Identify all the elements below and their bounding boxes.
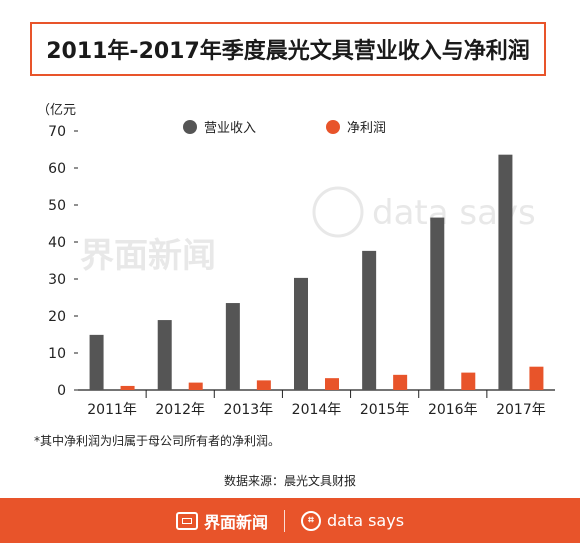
jiemian-logo-icon [175,511,198,530]
legend-revenue-label: 营业收入 [204,121,256,136]
footer-divider [283,509,285,532]
footer-brand-datasays: ⌗ data says [300,510,405,531]
legend-revenue-marker [183,120,197,134]
y-tick-label: 40 [48,235,66,251]
x-tick-label: 2013年 [224,402,274,418]
x-tick-label: 2012年 [155,402,205,418]
bar-profit [461,372,476,390]
data-source: 数据来源：晨光文具财报 [223,474,356,488]
y-tick-label: 0 [57,383,66,399]
bar-profit [529,366,544,390]
footer-brand-cn: 界面新闻 [203,512,268,532]
y-tick-label: 60 [48,161,66,177]
legend-profit-marker [326,120,340,134]
bar-revenue [362,250,377,390]
bar-revenue [157,320,172,390]
y-tick-label: 10 [48,346,66,362]
watermark-datasays-icon [312,186,364,238]
y-tick-label: 50 [48,198,66,214]
bar-profit [188,382,203,390]
footer-brand-jiemian: 界面新闻 [175,509,268,533]
footer-bar: 界面新闻 ⌗ data says [0,498,580,543]
bar-profit [256,380,271,390]
x-tick-label: 2015年 [360,402,410,418]
x-tick-label: 2011年 [87,402,137,418]
legend-profit-label: 净利润 [347,121,386,136]
y-unit-label: （亿元 [37,103,76,118]
bar-profit [120,385,135,390]
bar-revenue [89,334,104,390]
y-tick-label: 70 [48,124,66,140]
y-tick-label: 30 [48,272,66,288]
footer-brand-en: data says [326,511,405,530]
watermark-cn: 界面新闻 [80,236,216,276]
datasays-logo-icon: ⌗ [300,510,321,531]
y-tick-label: 20 [48,309,66,325]
bar-revenue [430,217,445,390]
bar-profit [325,378,339,390]
bar-profit [393,374,408,390]
x-tick-label: 2014年 [292,402,342,418]
bar-revenue [225,303,240,390]
bar-revenue [498,154,513,390]
footnote: *其中净利润为归属于母公司所有者的净利润。 [34,434,281,448]
title-box: 2011年-2017年季度晨光文具营业收入与净利润 [30,22,546,76]
x-tick-label: 2016年 [428,402,478,418]
bar-revenue [294,277,308,390]
chart-area: 界面新闻 data says （亿元 0 10 20 30 40 50 60 70 2011年 2012… [0,92,580,428]
chart-title: 2011年-2017年季度晨光文具营业收入与净利润 [46,39,530,64]
x-tick-label: 2017年 [496,402,546,418]
